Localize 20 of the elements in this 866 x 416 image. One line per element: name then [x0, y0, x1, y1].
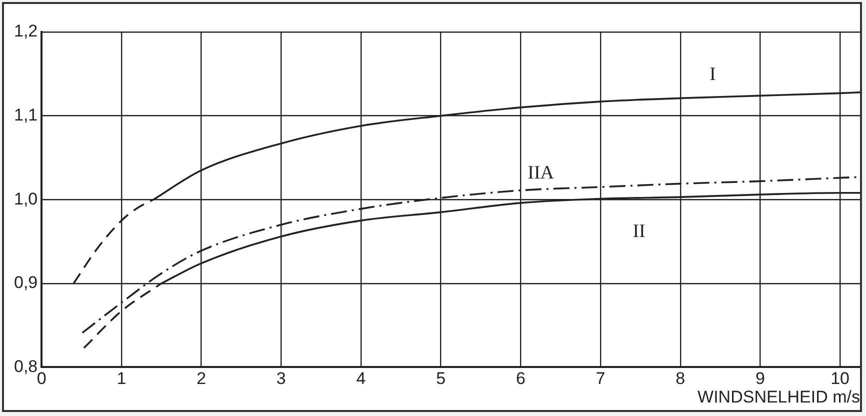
x-tick-label: 3 [276, 369, 286, 388]
x-tick-label: 4 [356, 369, 366, 388]
series-label: II [632, 220, 646, 242]
x-tick-label: 10 [830, 369, 850, 388]
x-tick-label: 8 [676, 369, 686, 388]
series-label: I [710, 64, 716, 86]
x-tick-label: 6 [516, 369, 526, 388]
x-tick-label: 0 [36, 369, 46, 388]
x-axis-title: WINDSNELHEID m/s [698, 387, 860, 406]
y-tick-label: 1,0 [14, 189, 38, 208]
y-tick-label: 0,9 [14, 273, 38, 292]
x-tick-label: 1 [116, 369, 126, 388]
x-tick-label: 2 [196, 369, 206, 388]
y-tick-label: 1,1 [14, 105, 38, 124]
x-tick-label: 9 [755, 369, 765, 388]
x-tick-label: 7 [596, 369, 606, 388]
series-label: IIA [528, 162, 554, 184]
x-tick-label: 5 [436, 369, 446, 388]
y-tick-label: 1,2 [14, 22, 38, 41]
y-tick-label: 0,8 [14, 356, 38, 376]
